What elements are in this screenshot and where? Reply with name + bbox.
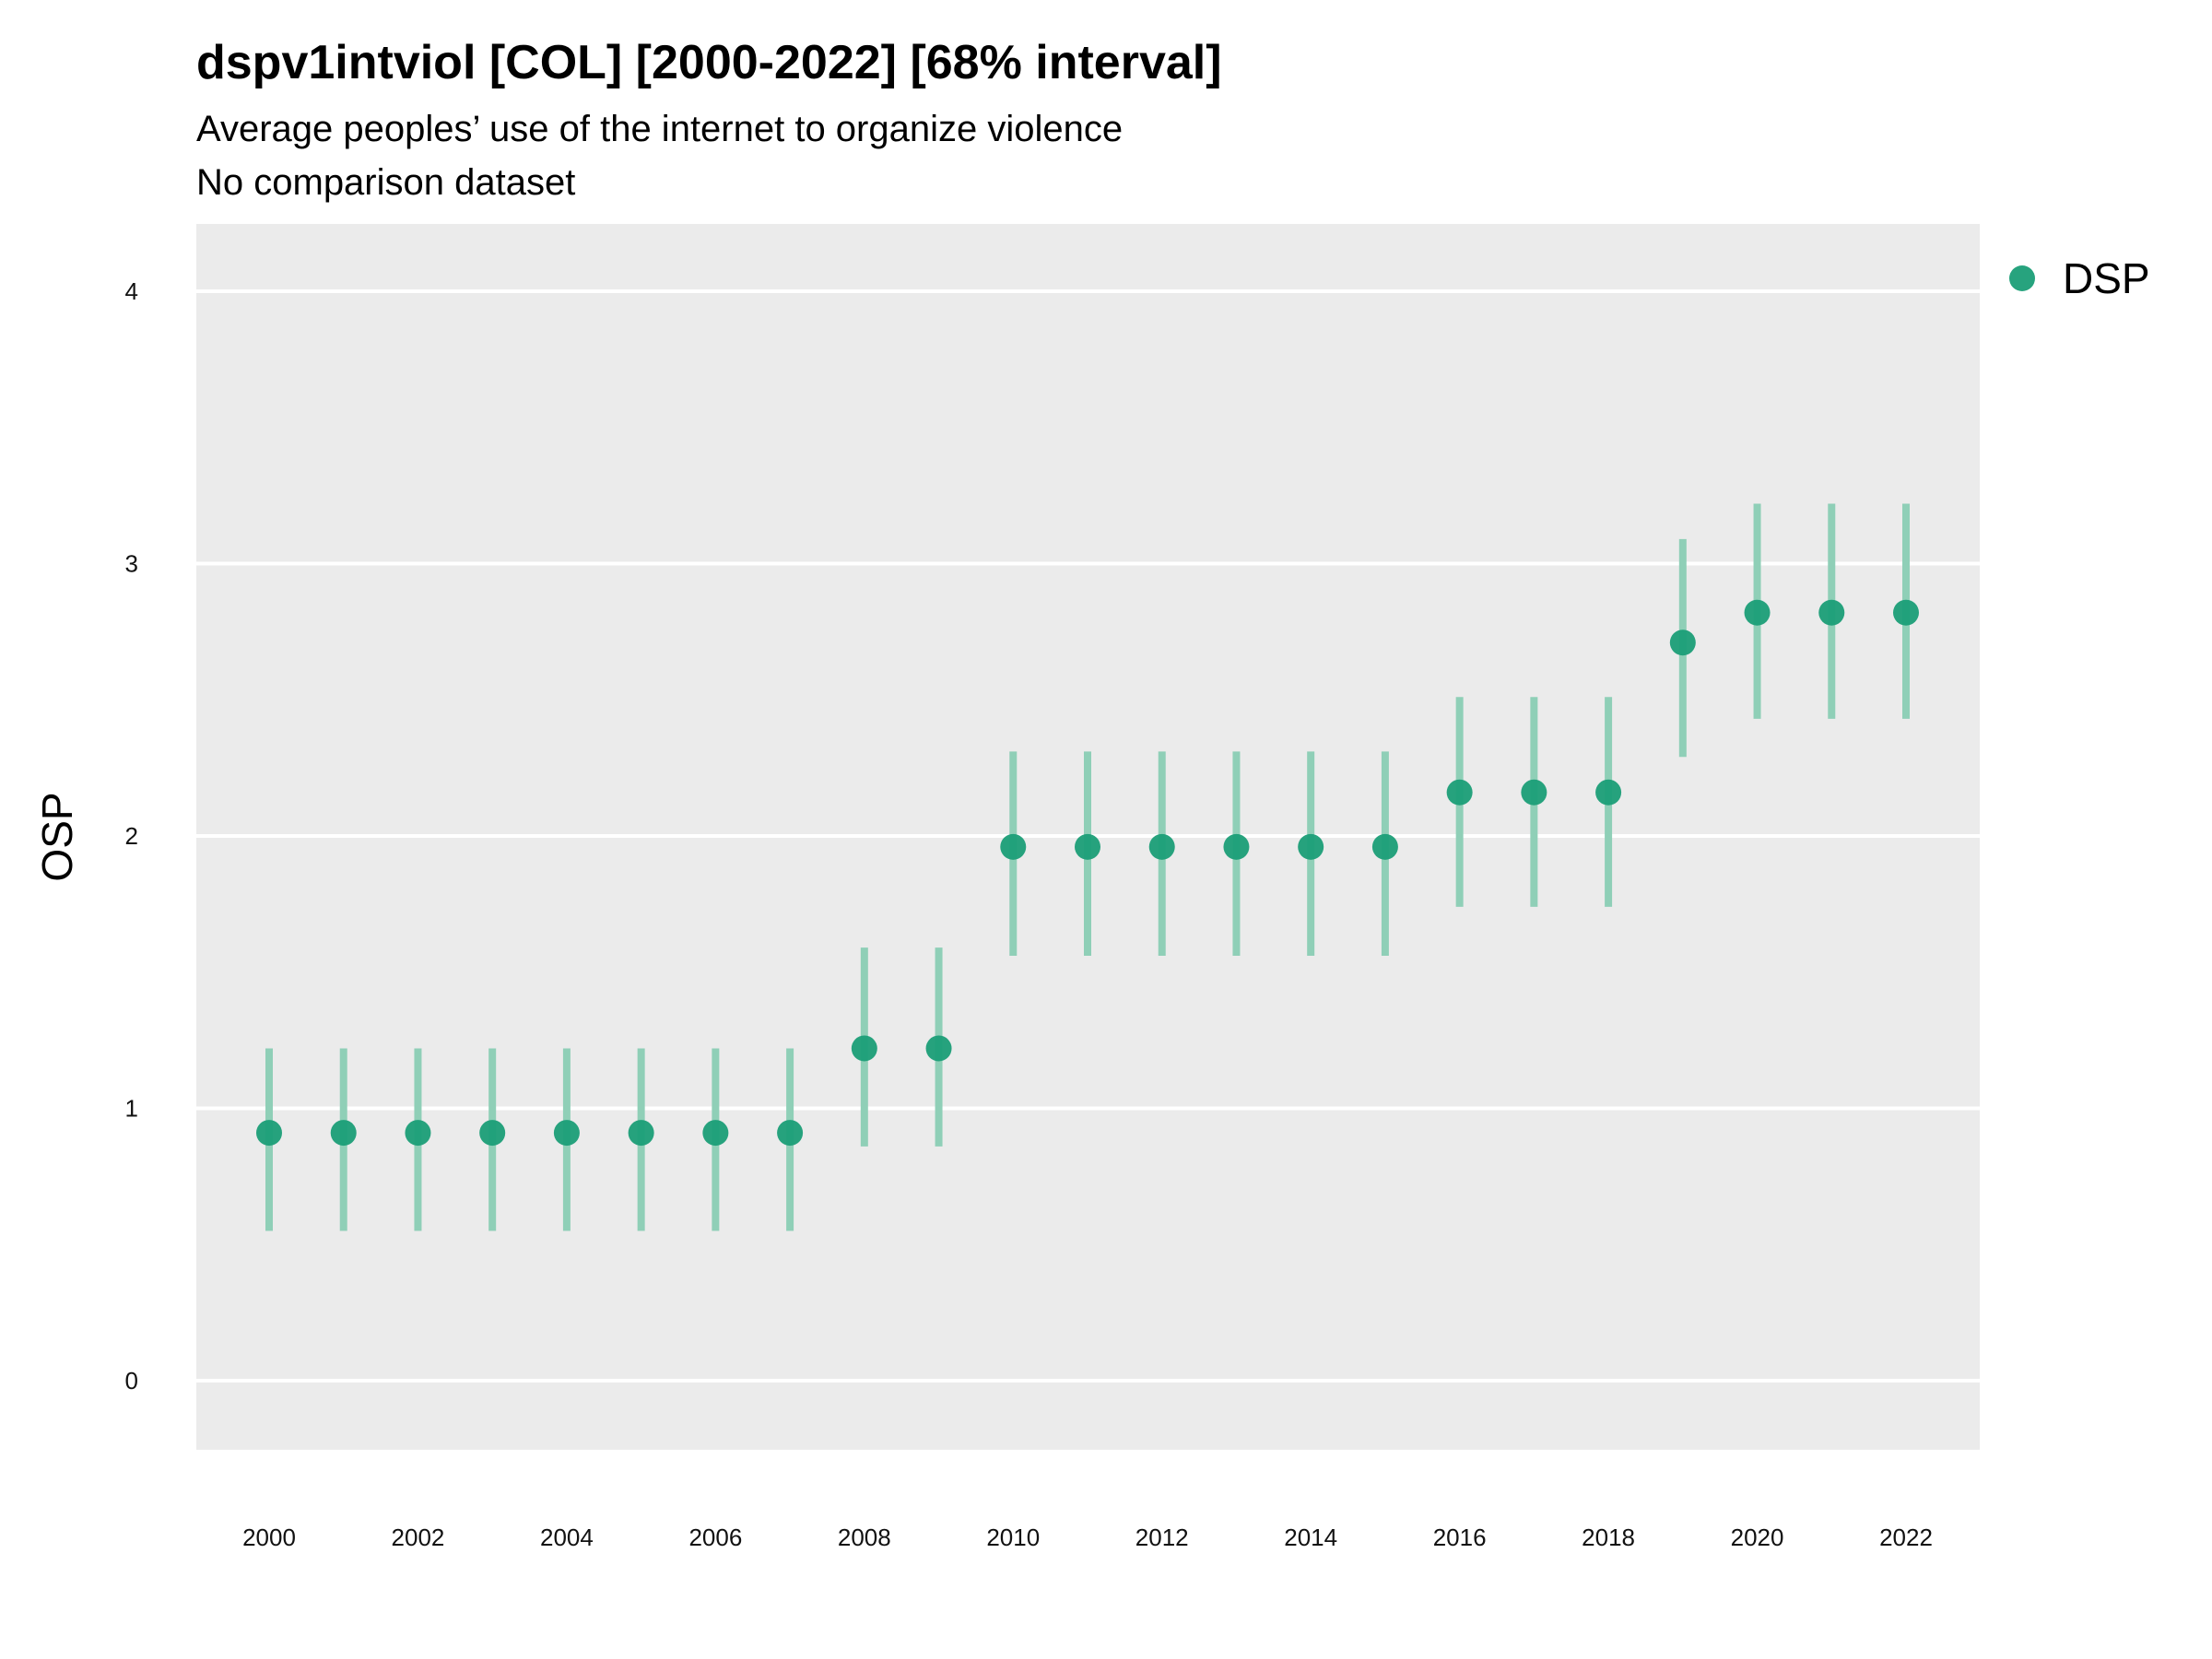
data-point-2012 (1148, 833, 1175, 860)
chart-subtitle-comparison: No comparison dataset (196, 162, 576, 203)
legend-marker-dsp (2009, 265, 2035, 291)
x-tick-label-2002: 2002 (392, 1524, 445, 1551)
x-tick-label-2006: 2006 (688, 1524, 742, 1551)
data-point-2010 (1000, 833, 1027, 860)
y-axis-label: OSP (33, 792, 81, 881)
data-point-2004 (553, 1120, 580, 1147)
y-tick-label-0: 0 (125, 1367, 138, 1394)
data-point-2008 (851, 1035, 877, 1062)
chart-title: dspv1intviol [COL] [2000-2022] [68% inte… (196, 36, 1222, 89)
data-point-2003 (479, 1120, 506, 1147)
data-point-2017 (1521, 779, 1547, 806)
legend: DSP (2009, 253, 2150, 303)
data-point-2000 (256, 1120, 282, 1147)
data-point-2002 (405, 1120, 431, 1147)
chart-subtitle: Average peoples’ use of the internet to … (196, 109, 1124, 149)
x-tick-label-2022: 2022 (1879, 1524, 1933, 1551)
y-tick-label-2: 2 (125, 822, 138, 850)
x-tick-labels: 2000 2002 2004 2006 2008 2010 2012 2014 2016 2018… (242, 1524, 1933, 1551)
data-point-2007 (777, 1120, 804, 1147)
data-point-2016 (1446, 779, 1473, 806)
x-tick-label-2018: 2018 (1582, 1524, 1635, 1551)
y-tick-label-1: 1 (125, 1095, 138, 1123)
y-tick-label-4: 4 (125, 277, 138, 305)
data-points (256, 599, 1919, 1147)
y-tick-label-3: 3 (125, 550, 138, 578)
x-tick-label-2000: 2000 (242, 1524, 296, 1551)
x-tick-label-2012: 2012 (1135, 1524, 1189, 1551)
data-point-2015 (1371, 833, 1398, 860)
x-tick-label-2008: 2008 (838, 1524, 891, 1551)
data-point-2006 (702, 1120, 729, 1147)
x-tick-label-2004: 2004 (540, 1524, 594, 1551)
data-point-2020 (1744, 599, 1771, 626)
data-point-2013 (1223, 833, 1250, 860)
data-point-2018 (1595, 779, 1622, 806)
data-point-2001 (330, 1120, 357, 1147)
legend-label-dsp: DSP (2063, 254, 2150, 302)
data-point-2009 (925, 1035, 952, 1062)
data-point-2022 (1893, 599, 1919, 626)
data-point-2011 (1075, 833, 1100, 860)
x-tick-label-2010: 2010 (986, 1524, 1040, 1551)
data-point-2014 (1298, 833, 1324, 860)
data-point-2005 (628, 1120, 654, 1147)
data-point-2019 (1669, 629, 1696, 656)
y-tick-labels: 0 1 2 3 4 (125, 277, 138, 1394)
x-tick-label-2020: 2020 (1731, 1524, 1784, 1551)
data-point-2021 (1818, 599, 1845, 626)
x-tick-label-2014: 2014 (1284, 1524, 1337, 1551)
x-tick-label-2016: 2016 (1433, 1524, 1487, 1551)
